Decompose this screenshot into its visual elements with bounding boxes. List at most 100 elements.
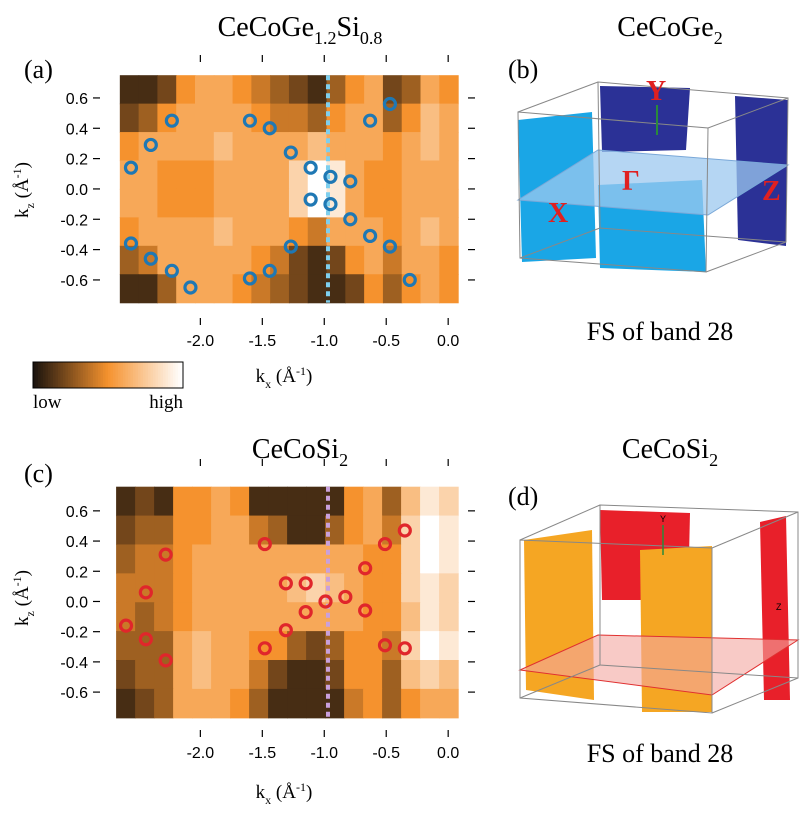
heatmap-cell xyxy=(116,660,136,689)
heatmap-cell xyxy=(195,132,214,161)
caption: FS of band 28 xyxy=(587,739,734,768)
x-tick-label: -2.0 xyxy=(187,745,215,762)
chart-title: CeCoSi2 xyxy=(252,434,348,470)
heatmap-cell xyxy=(116,487,136,516)
heatmap-cell xyxy=(306,631,326,660)
heatmap-cell xyxy=(364,132,383,161)
heatmap-cell xyxy=(211,487,231,516)
heatmap-cell xyxy=(139,217,158,246)
panel-title: CeCoGe2 xyxy=(617,12,722,48)
heatmap-cell xyxy=(233,75,252,104)
heatmap-cell xyxy=(289,75,308,104)
heatmap-cell xyxy=(139,189,158,218)
axis-label: Γ xyxy=(622,166,640,197)
heatmap-cell xyxy=(327,274,346,303)
heatmap-cell xyxy=(116,631,136,660)
heatmap-cell xyxy=(289,274,308,303)
heatmap-cell xyxy=(308,132,327,161)
heatmap-cell xyxy=(157,161,176,190)
heatmap-cell xyxy=(173,602,193,631)
text-part: k xyxy=(256,782,266,803)
heatmap-cell xyxy=(421,75,440,104)
heatmap-cell xyxy=(135,544,155,573)
heatmap-cell xyxy=(363,573,383,602)
heatmap-cell xyxy=(173,689,193,718)
x-tick-label: -2.0 xyxy=(187,333,215,350)
heatmap-cell xyxy=(268,602,288,631)
heatmap-cell xyxy=(345,75,364,104)
text-part: ) xyxy=(12,570,33,576)
heatmap-cell xyxy=(176,217,195,246)
fs-sheet xyxy=(600,86,690,152)
caption: FS of band 28 xyxy=(587,317,734,346)
heatmap-cell xyxy=(344,689,364,718)
heatmap-cell xyxy=(173,631,193,660)
heatmap-cell xyxy=(176,75,195,104)
heatmap-cell xyxy=(364,161,383,190)
heatmap-cell xyxy=(173,544,193,573)
text-part: k xyxy=(256,366,266,387)
heatmap-cell xyxy=(195,274,214,303)
heatmap-cell xyxy=(306,660,326,689)
heatmap-cell xyxy=(344,660,364,689)
heatmap-cell xyxy=(251,161,270,190)
title-sub: 2 xyxy=(714,28,723,48)
heatmap-cell xyxy=(344,516,364,545)
heatmap-cell xyxy=(173,516,193,545)
heatmap-cell xyxy=(364,246,383,275)
heatmap-cell xyxy=(230,544,250,573)
heatmap-cell xyxy=(289,246,308,275)
heatmap-cell xyxy=(363,689,383,718)
heatmap-cell xyxy=(116,544,136,573)
heatmap-cell xyxy=(135,516,155,545)
heatmap-cell xyxy=(363,660,383,689)
heatmap-cell xyxy=(176,189,195,218)
text-part: Si xyxy=(337,12,361,43)
heatmap-cell xyxy=(116,516,136,545)
heatmap-cell xyxy=(233,217,252,246)
heatmap-cell xyxy=(135,487,155,516)
y-tick-label: -0.6 xyxy=(60,273,88,290)
heatmap-cell xyxy=(439,602,459,631)
text-part: ) xyxy=(12,162,33,168)
heatmap-cell xyxy=(439,516,459,545)
heatmap-cell xyxy=(139,161,158,190)
heatmap-cell xyxy=(139,274,158,303)
heatmap-cell xyxy=(249,602,269,631)
title-sub: 2 xyxy=(709,450,718,470)
heatmap-cell xyxy=(120,132,139,161)
x-tick-label: -0.5 xyxy=(372,333,400,350)
heatmap-cell xyxy=(176,132,195,161)
text-part: (Å xyxy=(271,782,296,803)
panel-d: CeCoSi2 (d) Y Z FS of band 28 xyxy=(508,434,798,768)
heatmap-cell xyxy=(439,132,458,161)
text-part: CeCoSi xyxy=(252,434,339,465)
text-script: -1 xyxy=(10,576,24,586)
heatmap-cell xyxy=(439,274,458,303)
heatmap-cell xyxy=(306,487,326,516)
heatmap-cell xyxy=(211,689,231,718)
heatmap-cell xyxy=(439,660,459,689)
heatmap-cell xyxy=(383,132,402,161)
heatmap-cell xyxy=(363,487,383,516)
heatmap-cell xyxy=(120,189,139,218)
panel-label: (c) xyxy=(24,459,53,488)
heatmap-cell xyxy=(192,516,212,545)
heatmap-cell xyxy=(195,246,214,275)
heatmap-cell xyxy=(402,104,421,133)
x-tick-label: 0.0 xyxy=(437,745,459,762)
heatmap-cell xyxy=(192,631,212,660)
heatmap-cell xyxy=(251,75,270,104)
heatmap-cell xyxy=(176,104,195,133)
y-tick-label: 0.2 xyxy=(66,564,88,581)
text-part: CeCoGe xyxy=(218,12,314,43)
heatmap-cell xyxy=(270,75,289,104)
heatmap-cell xyxy=(383,161,402,190)
heatmap-cell xyxy=(420,602,440,631)
y-tick-label: -0.2 xyxy=(60,212,88,229)
heatmap-cell xyxy=(325,516,345,545)
heatmap-cell xyxy=(402,217,421,246)
heatmap-cell xyxy=(382,689,402,718)
heatmap-cell xyxy=(287,487,307,516)
heatmap-cell xyxy=(327,104,346,133)
